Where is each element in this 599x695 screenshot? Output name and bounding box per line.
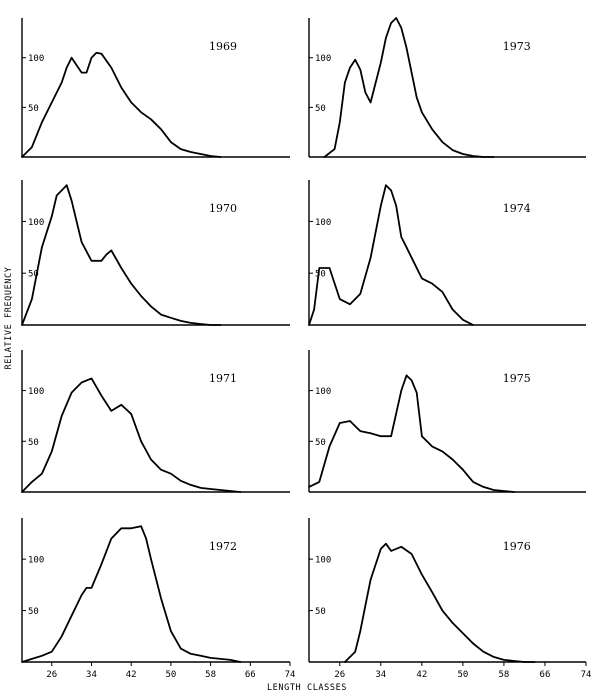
panel-year-label: 1972	[209, 540, 237, 553]
series-line	[308, 184, 474, 326]
series-line	[21, 184, 222, 326]
y-tick-label: 100	[315, 218, 331, 228]
series-line	[323, 17, 495, 158]
y-tick-label: 50	[315, 104, 326, 114]
x-tick-label: 58	[499, 670, 510, 680]
y-tick-label: 100	[28, 387, 44, 397]
series-line	[344, 542, 536, 663]
y-tick-label: 100	[28, 556, 44, 566]
y-tick-label: 50	[28, 104, 39, 114]
panel-1973: 50 100 1973	[308, 17, 586, 158]
series-line	[21, 525, 242, 663]
y-tick-label: 50	[28, 607, 39, 617]
x-tick-label: 50	[457, 670, 468, 680]
x-tick-label: 58	[205, 670, 216, 680]
x-tick-label: 42	[416, 670, 427, 680]
panel-year-label: 1974	[503, 202, 531, 215]
y-tick-label: 100	[315, 556, 331, 566]
y-tick-label: 100	[315, 54, 331, 64]
panel-year-label: 1976	[503, 540, 531, 553]
y-tick-label: 100	[28, 218, 44, 228]
panel-year-label: 1971	[209, 372, 237, 385]
x-tick-label: 66	[245, 670, 256, 680]
x-axis-title: LENGTH CLASSES	[267, 683, 347, 693]
x-tick-label: 26	[46, 670, 57, 680]
x-tick-label: 42	[126, 670, 137, 680]
x-tick-label: 66	[540, 670, 551, 680]
y-tick-label: 50	[28, 438, 39, 448]
series-line	[21, 377, 242, 493]
panel-1972: 50 100 26 34 42 50 58 66 74 1972	[21, 518, 296, 680]
x-tick-label: 34	[86, 670, 97, 680]
panel-year-label: 1969	[209, 40, 237, 53]
panel-year-label: 1975	[503, 372, 531, 385]
panel-1976: 50 100 26 34 42 50 58 66 74 1976	[308, 518, 592, 680]
x-tick-label: 74	[581, 670, 592, 680]
series-line	[21, 51, 222, 158]
x-tick-label: 50	[165, 670, 176, 680]
x-tick-label: 34	[375, 670, 386, 680]
panel-1975: 50 100 1975	[308, 350, 586, 493]
panel-year-label: 1973	[503, 40, 531, 53]
x-tick-label: 74	[285, 670, 296, 680]
y-axis-title: RELATIVE FREQUENCY	[4, 267, 14, 370]
series-line	[308, 374, 516, 493]
panel-1974: 50 100 1974	[308, 180, 586, 326]
panel-year-label: 1970	[209, 202, 237, 215]
y-tick-label: 50	[28, 270, 39, 280]
panel-1969: 50 100 1969	[21, 18, 290, 158]
y-tick-label: 50	[315, 270, 326, 280]
x-tick-label: 26	[334, 670, 345, 680]
panel-1971: 50 100 1971	[21, 350, 290, 493]
panels: 50 100 1969 50 100 1973 50 100 1970 50 100 1974 50 10…	[21, 17, 592, 680]
panel-1970: 50 100 1970	[21, 180, 290, 326]
y-tick-label: 50	[315, 607, 326, 617]
y-tick-label: 100	[315, 387, 331, 397]
y-tick-label: 50	[315, 438, 326, 448]
y-tick-label: 100	[28, 54, 44, 64]
